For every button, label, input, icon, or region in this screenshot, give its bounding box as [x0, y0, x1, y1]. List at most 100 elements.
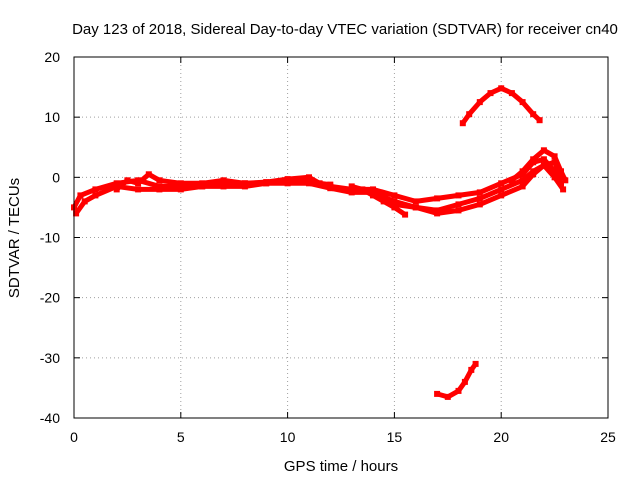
y-tick-label: -10 — [40, 230, 60, 246]
y-tick-label: 10 — [44, 109, 60, 125]
data-point — [412, 198, 419, 205]
data-point — [73, 210, 80, 217]
data-point — [472, 360, 479, 367]
data-point — [498, 180, 505, 187]
data-point — [156, 186, 163, 193]
data-point — [263, 179, 270, 186]
data-point — [284, 180, 291, 187]
data-point — [498, 186, 505, 193]
data-point — [220, 177, 227, 184]
data-point — [536, 117, 543, 124]
data-point — [468, 366, 475, 373]
data-point — [558, 168, 564, 175]
x-tick-label: 5 — [177, 429, 185, 445]
data-point — [306, 180, 312, 187]
x-tick-label: 0 — [70, 429, 78, 445]
data-point — [560, 186, 567, 193]
data-point — [402, 211, 409, 218]
data-point — [113, 186, 120, 193]
data-point — [241, 180, 248, 187]
data-point — [466, 111, 473, 118]
y-tick-label: 0 — [52, 169, 60, 185]
data-point — [476, 99, 483, 106]
x-tick-label: 10 — [280, 429, 296, 445]
data-point — [530, 156, 537, 163]
data-point — [145, 171, 152, 178]
data-point — [530, 171, 537, 178]
data-point — [77, 192, 84, 199]
data-point — [498, 85, 505, 92]
data-point — [498, 192, 505, 199]
data-point — [327, 185, 334, 192]
data-point — [370, 191, 376, 198]
data-point — [455, 207, 462, 214]
data-point — [540, 147, 547, 154]
data-point — [113, 180, 120, 187]
data-point — [199, 183, 206, 190]
data-point — [359, 186, 366, 193]
data-point — [540, 162, 547, 169]
data-point — [459, 120, 466, 127]
data-point — [508, 177, 515, 184]
y-tick-label: -20 — [40, 290, 60, 306]
data-point — [156, 177, 163, 184]
data-point — [519, 177, 526, 184]
data-point — [558, 174, 564, 181]
data-series — [71, 85, 569, 400]
data-point — [476, 201, 483, 208]
data-point — [391, 192, 398, 199]
data-point — [434, 195, 441, 202]
x-tick-label: 20 — [493, 429, 509, 445]
y-tick-label: -30 — [40, 350, 60, 366]
data-point — [508, 90, 515, 97]
data-point — [348, 189, 355, 196]
data-point — [81, 198, 88, 205]
data-point — [284, 176, 291, 183]
data-point — [306, 174, 312, 181]
data-point — [135, 180, 142, 187]
data-point — [316, 180, 323, 187]
data-point — [487, 90, 494, 97]
data-point — [434, 210, 441, 217]
data-point — [455, 192, 462, 199]
axis-ticks: 0 5 10 15 20 25 -40 -30 -20 -10 0 10 20 — [40, 49, 616, 445]
data-point — [455, 201, 462, 208]
x-axis-title: GPS time / hours — [284, 458, 398, 475]
data-point — [177, 180, 184, 187]
data-point — [391, 201, 398, 208]
data-point — [92, 192, 99, 199]
y-tick-label: 20 — [44, 49, 60, 65]
data-point — [519, 183, 526, 190]
data-point — [476, 189, 483, 196]
y-tick-label: -40 — [40, 410, 60, 426]
data-point — [562, 177, 569, 184]
data-point — [519, 99, 526, 106]
data-point — [220, 183, 227, 190]
data-point — [241, 183, 248, 190]
data-point — [177, 186, 184, 193]
data-point — [476, 195, 483, 202]
data-point — [434, 390, 441, 397]
data-point — [540, 156, 547, 163]
data-point — [455, 387, 462, 394]
data-point — [530, 111, 537, 118]
data-point — [444, 393, 451, 400]
x-tick-label: 15 — [387, 429, 403, 445]
data-point — [551, 168, 558, 175]
data-point — [135, 186, 142, 193]
data-point — [92, 186, 99, 193]
data-point — [124, 177, 131, 184]
data-point — [551, 153, 558, 160]
data-point — [519, 168, 526, 175]
data-point — [412, 204, 419, 211]
chart-title: Day 123 of 2018, Sidereal Day-to-day VTE… — [72, 21, 618, 38]
data-point — [461, 378, 468, 385]
data-point — [348, 183, 355, 190]
y-axis-title: SDTVAR / TECUs — [6, 178, 23, 298]
x-tick-label: 25 — [600, 429, 616, 445]
data-point — [551, 174, 558, 181]
data-point — [199, 180, 206, 187]
data-point — [327, 181, 334, 188]
